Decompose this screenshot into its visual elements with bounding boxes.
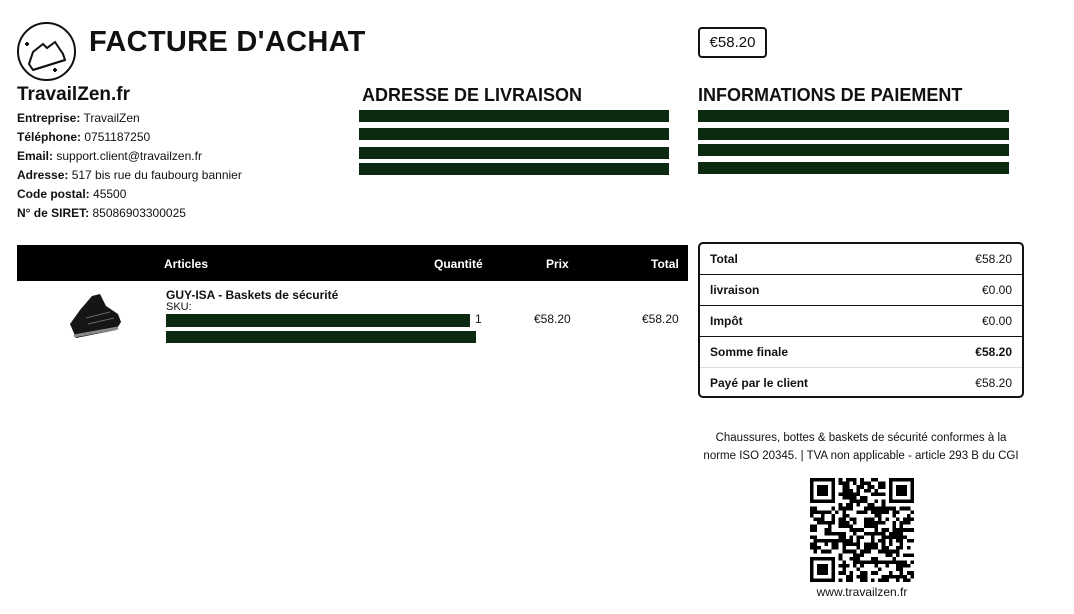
sneaker-logo-icon <box>17 22 76 81</box>
company-field: Téléphone: 0751187250 <box>17 130 151 144</box>
redacted-block <box>359 110 669 122</box>
redacted-block <box>166 314 470 327</box>
page-title: FACTURE D'ACHAT <box>89 26 366 58</box>
total-value: €58.20 <box>642 312 679 326</box>
company-field: N° de SIRET: 85086903300025 <box>17 206 186 220</box>
header-total: Total <box>651 257 679 271</box>
qr-code-icon <box>810 478 914 582</box>
amount-badge: €58.20 <box>698 27 767 58</box>
company-field: Entreprise: TravailZen <box>17 111 140 125</box>
header-price: Prix <box>546 257 569 271</box>
summary-row-final: Somme finale €58.20 <box>700 337 1022 368</box>
table-header: Articles Quantité Prix Total <box>17 245 688 281</box>
redacted-block <box>166 331 476 343</box>
summary-row-paid: Payé par le client €58.20 <box>710 375 1012 390</box>
website-link[interactable]: www.travailzen.fr <box>816 585 908 599</box>
quantity-value: 1 <box>475 312 482 326</box>
redacted-block <box>359 128 669 140</box>
summary-row-total: Total €58.20 <box>700 244 1022 275</box>
redacted-block <box>359 163 669 175</box>
price-value: €58.20 <box>534 312 571 326</box>
redacted-block <box>359 147 669 159</box>
summary-row-tax: Impôt €0.00 <box>700 306 1022 337</box>
summary-box: Total €58.20 livraison €0.00 Impôt €0.00 So… <box>698 242 1024 398</box>
redacted-block <box>698 110 1009 122</box>
payment-heading: INFORMATIONS DE PAIEMENT <box>698 85 963 105</box>
redacted-block <box>698 162 1009 174</box>
company-info: Entreprise: TravailZen Téléphone: 075118… <box>17 109 242 223</box>
company-field: Adresse: 517 bis rue du faubourg bannier <box>17 168 242 182</box>
product-image <box>66 288 124 347</box>
sku-label: SKU: <box>166 301 192 313</box>
redacted-block <box>698 144 1009 156</box>
header-quantity: Quantité <box>434 257 483 271</box>
header-articles: Articles <box>164 257 209 271</box>
summary-row-shipping: livraison €0.00 <box>700 275 1022 306</box>
product-name: GUY-ISA - Baskets de sécurité <box>166 288 339 302</box>
company-field: Email: support.client@travailzen.fr <box>17 149 202 163</box>
shipping-heading: ADRESSE DE LIVRAISON <box>362 85 583 105</box>
company-field: Code postal: 45500 <box>17 187 127 201</box>
footer-note: Chaussures, bottes & baskets de sécurité… <box>703 432 1019 462</box>
redacted-block <box>698 128 1009 140</box>
company-name: TravailZen.fr <box>17 84 130 105</box>
